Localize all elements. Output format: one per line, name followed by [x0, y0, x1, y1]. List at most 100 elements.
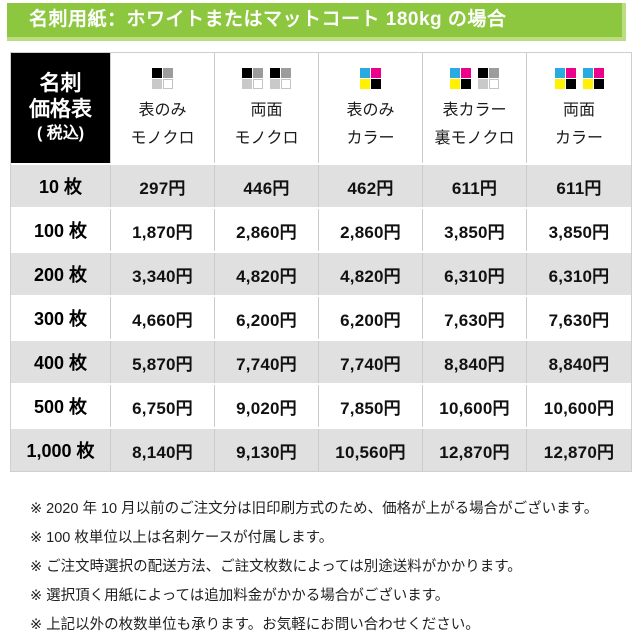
color-swatch — [281, 78, 291, 89]
column-label-line2: モノクロ — [130, 129, 195, 147]
column-header: 表のみ カラー — [319, 53, 423, 163]
color-swatch — [270, 78, 280, 89]
price-cell: 8,840円 — [527, 341, 631, 383]
color-swatch — [478, 78, 488, 89]
quantity-cell: 500 枚 — [11, 385, 111, 427]
print-type-icons — [450, 67, 499, 90]
price-cell: 8,140円 — [111, 429, 215, 471]
quantity-cell: 10 枚 — [11, 165, 111, 207]
color-swatch — [565, 67, 576, 78]
footnote: ※ 選択頂く用紙によっては追加料金がかかる場合がございます。 — [30, 588, 450, 604]
cmyk-icon — [554, 67, 576, 89]
color-swatch — [582, 78, 593, 89]
column-header: 表カラー 裏モノクロ — [423, 53, 527, 163]
color-swatch — [281, 67, 291, 78]
column-header: 両面 カラー — [527, 53, 631, 163]
quantity-cell: 400 枚 — [11, 341, 111, 383]
color-swatch — [554, 78, 565, 89]
price-cell: 7,740円 — [319, 341, 423, 383]
price-cell: 3,340円 — [111, 253, 215, 295]
mono-icon — [478, 67, 499, 89]
price-cell: 2,860円 — [319, 209, 423, 251]
price-cell: 3,850円 — [423, 209, 527, 251]
price-cell: 3,850円 — [527, 209, 631, 251]
column-label-line1: 両面 — [562, 101, 595, 119]
price-cell: 4,660円 — [111, 297, 215, 339]
color-swatch — [242, 78, 252, 89]
price-cell: 4,820円 — [215, 253, 319, 295]
cmyk-icon — [450, 67, 471, 89]
color-swatch — [371, 67, 381, 78]
quantity-cell: 200 枚 — [11, 253, 111, 295]
price-cell: 297円 — [111, 165, 215, 207]
column-label-line1: 表のみ — [346, 101, 395, 119]
price-cell: 12,870円 — [423, 429, 527, 471]
price-table: 名刺 価格表 ( 税込) 表のみ モノクロ 両面 モノクロ 表のみ カラー 表カラー 裏モノク… — [10, 52, 632, 472]
color-swatch — [242, 67, 252, 78]
price-cell: 7,630円 — [423, 297, 527, 339]
price-cell: 6,310円 — [527, 253, 631, 295]
print-type-icons — [360, 67, 381, 90]
corner-line-3: ( 税込) — [36, 125, 85, 142]
price-cell: 6,750円 — [111, 385, 215, 427]
quantity-cell: 300 枚 — [11, 297, 111, 339]
column-label-line2: カラー — [554, 129, 603, 147]
column-label-line2: モノクロ — [234, 129, 299, 147]
color-swatch — [371, 78, 381, 89]
price-cell: 7,740円 — [215, 341, 319, 383]
price-cell: 6,200円 — [215, 297, 319, 339]
color-swatch — [253, 67, 263, 78]
price-cell: 9,130円 — [215, 429, 319, 471]
cmyk-icon — [582, 67, 604, 89]
footnote: ※ 100 枚単位以上は名刺ケースが付属します。 — [30, 530, 334, 546]
quantity-cell: 100 枚 — [11, 209, 111, 251]
column-label-line2: カラー — [346, 129, 395, 147]
color-swatch — [489, 67, 499, 78]
price-cell: 6,310円 — [423, 253, 527, 295]
price-cell: 10,560円 — [319, 429, 423, 471]
mono-icon — [270, 67, 291, 89]
price-cell: 7,850円 — [319, 385, 423, 427]
footnotes: ※ 2020 年 10 月以前のご注文分は旧印刷方式のため、価格が上がる場合がご… — [30, 495, 630, 640]
color-swatch — [253, 78, 263, 89]
column-header: 両面 モノクロ — [215, 53, 319, 163]
column-header: 表のみ モノクロ — [111, 53, 215, 163]
color-swatch — [163, 67, 173, 78]
column-label-line1: 表カラー — [442, 101, 507, 119]
print-type-icons — [554, 67, 604, 90]
price-cell: 446円 — [215, 165, 319, 207]
price-cell: 4,820円 — [319, 253, 423, 295]
color-swatch — [450, 78, 460, 89]
column-label-line1: 両面 — [250, 101, 283, 119]
color-swatch — [461, 78, 471, 89]
banner-title: 名刺用紙：ホワイトまたはマットコート 180kg の場合 — [29, 9, 507, 30]
column-label-line1: 表のみ — [138, 101, 187, 119]
color-swatch — [360, 78, 370, 89]
color-swatch — [163, 78, 173, 89]
footnote: ※ 上記以外の枚数単位も承ります。お気軽にお問い合わせください。 — [30, 617, 480, 633]
color-swatch — [461, 67, 471, 78]
price-cell: 9,020円 — [215, 385, 319, 427]
price-cell: 7,630円 — [527, 297, 631, 339]
color-swatch — [152, 67, 162, 78]
color-swatch — [489, 78, 499, 89]
price-cell: 8,840円 — [423, 341, 527, 383]
print-type-icons — [152, 67, 173, 90]
color-swatch — [478, 67, 488, 78]
price-cell: 611円 — [527, 165, 631, 207]
price-cell: 10,600円 — [423, 385, 527, 427]
footnote: ※ 2020 年 10 月以前のご注文分は旧印刷方式のため、価格が上がる場合がご… — [30, 501, 599, 517]
color-swatch — [450, 67, 460, 78]
color-swatch — [554, 67, 565, 78]
color-swatch — [360, 67, 370, 78]
corner-line-2: 価格表 — [29, 98, 92, 121]
price-cell: 462円 — [319, 165, 423, 207]
color-swatch — [152, 78, 162, 89]
price-cell: 1,870円 — [111, 209, 215, 251]
footnote: ※ ご注文時選択の配送方法、ご註文枚数によっては別途送料がかかります。 — [30, 559, 522, 575]
table-corner-title: 名刺 価格表 ( 税込) — [11, 53, 111, 163]
color-swatch — [593, 78, 604, 89]
color-swatch — [593, 67, 604, 78]
print-type-icons — [242, 67, 291, 90]
price-cell: 10,600円 — [527, 385, 631, 427]
